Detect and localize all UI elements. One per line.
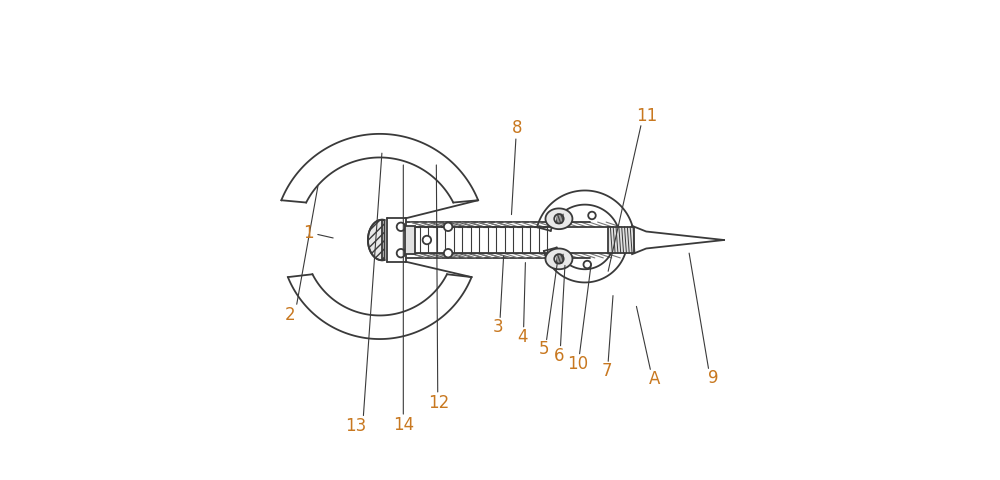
Polygon shape [545, 249, 572, 269]
Text: 10: 10 [567, 355, 588, 372]
Circle shape [397, 223, 405, 231]
Text: 6: 6 [554, 347, 564, 364]
Text: 14: 14 [393, 416, 414, 434]
Text: 1: 1 [303, 224, 313, 242]
Polygon shape [608, 227, 634, 253]
Polygon shape [406, 227, 427, 253]
Polygon shape [545, 208, 572, 229]
Text: 4: 4 [517, 328, 528, 346]
Text: 3: 3 [493, 318, 503, 336]
Circle shape [588, 212, 596, 219]
Text: 13: 13 [346, 417, 367, 435]
Circle shape [583, 261, 591, 268]
Circle shape [397, 249, 405, 257]
Text: A: A [649, 370, 660, 388]
Text: 11: 11 [637, 108, 658, 125]
Circle shape [423, 236, 431, 244]
Text: 5: 5 [539, 340, 549, 359]
Polygon shape [632, 226, 724, 254]
Text: 8: 8 [512, 119, 522, 137]
Circle shape [554, 254, 564, 264]
Text: 7: 7 [602, 362, 612, 380]
Bar [405, 226, 415, 254]
Circle shape [554, 214, 564, 224]
Polygon shape [368, 220, 385, 260]
Text: 12: 12 [428, 394, 449, 412]
Text: 2: 2 [285, 306, 295, 324]
Polygon shape [408, 227, 557, 253]
Circle shape [444, 249, 452, 257]
Circle shape [444, 223, 452, 231]
Text: 9: 9 [708, 369, 718, 387]
